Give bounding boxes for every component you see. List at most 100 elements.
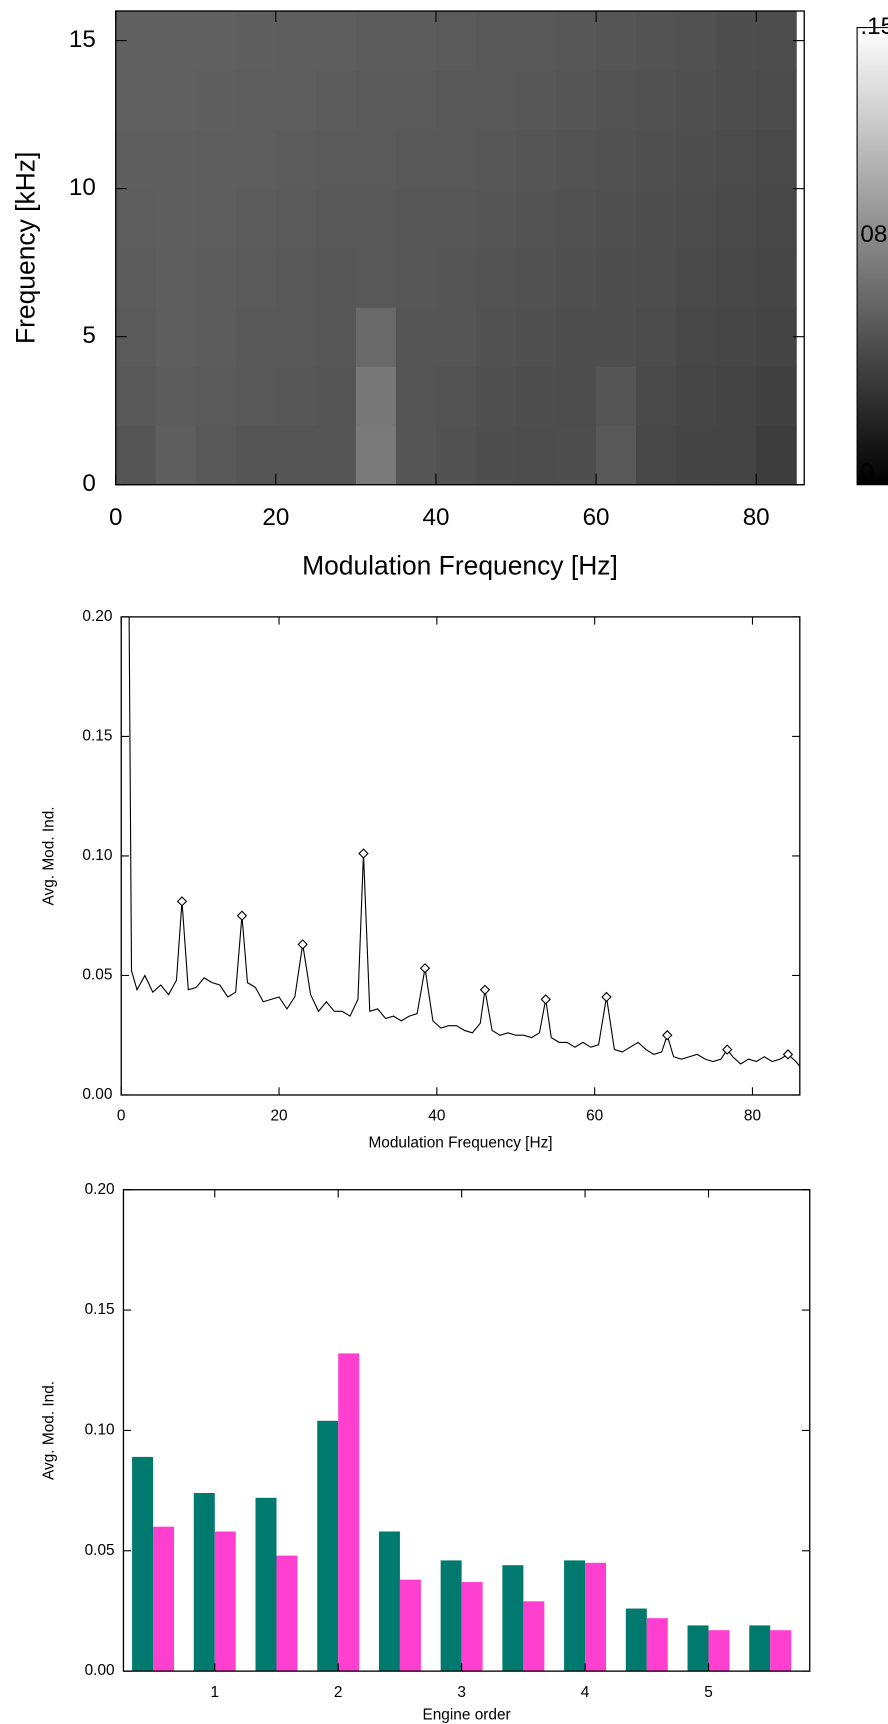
plot-frame — [120, 616, 801, 1096]
heatmap-cell — [596, 129, 637, 190]
heatmap-cell — [596, 425, 637, 486]
heatmap-cell — [395, 366, 437, 427]
y-tick-label: 0.05 — [82, 967, 112, 984]
peak-marker — [540, 994, 551, 1005]
heatmap-cell — [155, 129, 197, 190]
x-tick-label: 80 — [744, 1108, 761, 1125]
x-tick-label: 40 — [428, 1108, 445, 1125]
heatmap-cell — [275, 11, 317, 71]
heatmap-cell — [636, 425, 677, 486]
y-tick-label: 10 — [69, 174, 96, 201]
heatmap-cell — [475, 425, 517, 486]
y-tick-label: 0.15 — [82, 727, 112, 744]
y-tick-label: 0.20 — [82, 608, 112, 625]
heatmap-cell — [676, 188, 717, 249]
bar — [523, 1601, 545, 1672]
y-tick-label: 0.20 — [85, 1181, 115, 1198]
colorbar-tick-label: 08 — [860, 221, 887, 248]
bar — [770, 1630, 792, 1672]
x-tick-label: 0 — [109, 504, 122, 531]
heatmap-cell — [355, 425, 397, 486]
heatmap-cell — [115, 247, 157, 308]
heatmap-cell — [395, 247, 437, 308]
x-axis-label: Engine order — [422, 1706, 510, 1723]
peak-marker — [662, 1030, 673, 1041]
heatmap-cell — [636, 247, 677, 308]
heatmap-cell — [275, 129, 317, 190]
heatmap-cell — [355, 129, 397, 190]
heatmap-cell — [636, 307, 677, 367]
heatmap-cell — [355, 307, 397, 367]
heatmap-cell — [596, 307, 637, 367]
bar — [502, 1565, 524, 1672]
heatmap-cell — [115, 188, 157, 249]
heatmap-cell — [516, 425, 557, 486]
heatmap-cell — [195, 307, 237, 367]
heatmap-cell — [475, 307, 517, 367]
heatmap-cell — [235, 129, 277, 190]
heatmap-cell — [516, 188, 557, 249]
plot-frame — [115, 10, 805, 486]
heatmap-cell — [355, 366, 397, 427]
heatmap-cell — [516, 366, 557, 427]
heatmap-cell — [315, 70, 357, 130]
heatmap-cell — [155, 307, 197, 367]
y-tick-label: 5 — [82, 322, 95, 349]
heatmap-cell — [195, 247, 237, 308]
heatmap-cell — [556, 70, 597, 130]
heatmap-cell — [756, 247, 797, 308]
heatmap-cell — [275, 425, 317, 486]
heatmap-cell — [315, 129, 357, 190]
heatmap-cell — [315, 366, 357, 427]
heatmap-cell — [235, 425, 277, 486]
x-axis-label: Modulation Frequency [Hz] — [368, 1135, 552, 1152]
heatmap-cell — [556, 425, 597, 486]
y-tick-label: 0.00 — [82, 1086, 112, 1103]
heatmap-cell — [716, 307, 757, 367]
x-tick-label: 4 — [581, 1684, 590, 1701]
heatmap-cell — [395, 70, 437, 130]
heatmap-cell — [596, 70, 637, 130]
heatmap-cell — [115, 425, 157, 486]
bar — [564, 1560, 586, 1672]
colorbar-tick-label: .15 — [860, 13, 888, 40]
heatmap-cell — [395, 129, 437, 190]
peak-marker — [236, 910, 248, 921]
heatmap-cell — [756, 366, 797, 427]
heatmap-cell — [275, 307, 317, 367]
bar — [276, 1555, 298, 1672]
heatmap-cell — [475, 188, 517, 249]
heatmap-cell — [516, 307, 557, 367]
heatmap-cell — [676, 11, 717, 71]
heatmap-cell — [636, 366, 677, 427]
heatmap-cell — [235, 366, 277, 427]
heatmap-cell — [355, 247, 397, 308]
bar — [338, 1353, 360, 1672]
heatmap-cell — [636, 70, 677, 130]
heatmap-cell — [275, 188, 317, 249]
heatmap-cell — [435, 70, 477, 130]
heatmap-cell — [235, 247, 277, 308]
x-tick-label: 60 — [586, 1108, 603, 1125]
heatmap-cell — [435, 247, 477, 308]
heatmap-cell — [155, 188, 197, 249]
heatmap-cell — [475, 247, 517, 308]
heatmap-cell — [235, 11, 277, 71]
heatmap-cell — [516, 129, 557, 190]
heatmap-cell — [556, 247, 597, 308]
heatmap-cell — [516, 247, 557, 308]
x-tick-label: 3 — [457, 1684, 466, 1701]
y-axis-label: Avg. Mod. Ind. — [41, 806, 58, 905]
x-tick-label: 0 — [117, 1108, 126, 1125]
heatmap-cell — [756, 129, 797, 190]
heatmap-cell — [395, 188, 437, 249]
bar — [687, 1625, 709, 1672]
peak-marker — [297, 939, 308, 950]
heatmap-cell — [516, 11, 557, 71]
heatmap-cell — [435, 307, 477, 367]
heatmap-cell — [475, 11, 517, 71]
heatmap-cell — [355, 70, 397, 130]
heatmap-cell — [756, 188, 797, 249]
heatmap-cell — [596, 11, 637, 71]
